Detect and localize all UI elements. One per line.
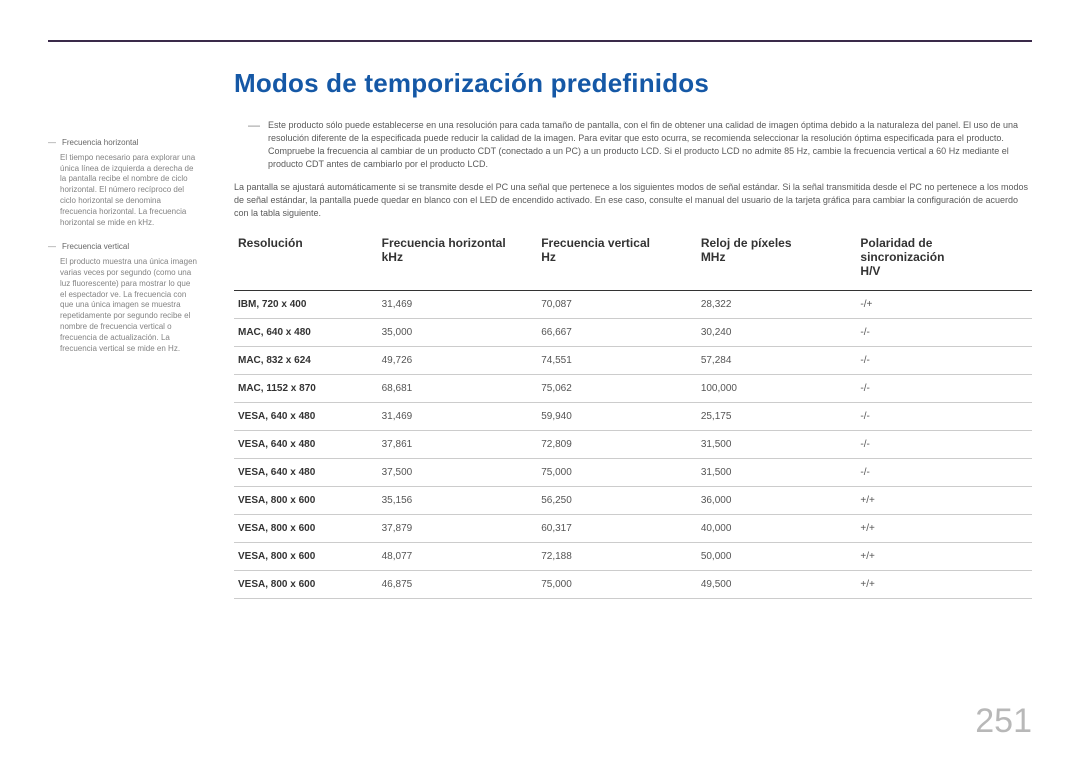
table-cell: VESA, 800 x 600 <box>234 543 378 571</box>
table-cell: 100,000 <box>697 375 857 403</box>
table-cell: 48,077 <box>378 543 538 571</box>
table-cell: 40,000 <box>697 515 857 543</box>
table-cell: 72,809 <box>537 431 697 459</box>
table-cell: -/- <box>856 319 1032 347</box>
table-cell: MAC, 1152 x 870 <box>234 375 378 403</box>
table-cell: VESA, 800 x 600 <box>234 571 378 599</box>
sidebar-item: ― Frecuencia horizontal El tiempo necesar… <box>48 138 198 228</box>
table-cell: 49,500 <box>697 571 857 599</box>
table-cell: +/+ <box>856 487 1032 515</box>
intro-text: La pantalla se ajustará automáticamente … <box>234 181 1032 220</box>
sidebar-term: Frecuencia vertical <box>62 242 129 253</box>
table-cell: -/- <box>856 403 1032 431</box>
col-polarity: Polaridad desincronizaciónH/V <box>856 230 1032 291</box>
table-cell: +/+ <box>856 515 1032 543</box>
table-cell: -/- <box>856 375 1032 403</box>
table-cell: IBM, 720 x 400 <box>234 291 378 319</box>
table-cell: MAC, 640 x 480 <box>234 319 378 347</box>
page-container: ― Frecuencia horizontal El tiempo necesar… <box>48 68 1032 599</box>
table-cell: 37,500 <box>378 459 538 487</box>
table-cell: 37,861 <box>378 431 538 459</box>
table-cell: MAC, 832 x 624 <box>234 347 378 375</box>
table-cell: -/- <box>856 459 1032 487</box>
table-cell: VESA, 640 x 480 <box>234 431 378 459</box>
table-cell: 59,940 <box>537 403 697 431</box>
table-cell: 50,000 <box>697 543 857 571</box>
page-number: 251 <box>975 702 1032 741</box>
table-cell: 72,188 <box>537 543 697 571</box>
table-row: MAC, 832 x 62449,72674,55157,284-/- <box>234 347 1032 375</box>
table-cell: 37,879 <box>378 515 538 543</box>
table-cell: 60,317 <box>537 515 697 543</box>
table-row: IBM, 720 x 40031,46970,08728,322-/+ <box>234 291 1032 319</box>
sidebar-body: El producto muestra una única imagen var… <box>60 257 198 354</box>
table-row: VESA, 800 x 60035,15656,25036,000+/+ <box>234 487 1032 515</box>
table-row: MAC, 640 x 48035,00066,66730,240-/- <box>234 319 1032 347</box>
table-row: VESA, 800 x 60048,07772,18850,000+/+ <box>234 543 1032 571</box>
table-cell: VESA, 640 x 480 <box>234 403 378 431</box>
sidebar-body: El tiempo necesario para explorar una ún… <box>60 153 198 229</box>
table-cell: 31,500 <box>697 431 857 459</box>
table-cell: 74,551 <box>537 347 697 375</box>
header-rule <box>48 40 1032 42</box>
table-row: VESA, 640 x 48037,50075,00031,500-/- <box>234 459 1032 487</box>
intro-text: Este producto sólo puede establecerse en… <box>268 119 1032 145</box>
col-freq-v: Frecuencia verticalHz <box>537 230 697 291</box>
table-row: VESA, 640 x 48037,86172,80931,500-/- <box>234 431 1032 459</box>
col-pixel-clock: Reloj de píxelesMHz <box>697 230 857 291</box>
table-cell: 31,469 <box>378 403 538 431</box>
table-row: MAC, 1152 x 87068,68175,062100,000-/- <box>234 375 1032 403</box>
table-cell: VESA, 800 x 600 <box>234 515 378 543</box>
table-header-row: Resolución Frecuencia horizontalkHz Frec… <box>234 230 1032 291</box>
col-resolucion: Resolución <box>234 230 378 291</box>
table-cell: 75,000 <box>537 571 697 599</box>
sidebar-item: ― Frecuencia vertical El producto muestra… <box>48 242 198 354</box>
dash-icon: ― <box>48 138 56 149</box>
table-cell: 35,156 <box>378 487 538 515</box>
dash-icon: ― <box>48 242 56 253</box>
table-row: VESA, 800 x 60037,87960,31740,000+/+ <box>234 515 1032 543</box>
table-cell: +/+ <box>856 543 1032 571</box>
table-cell: 30,240 <box>697 319 857 347</box>
intro-text: Compruebe la frecuencia al cambiar de un… <box>268 145 1032 171</box>
dash-icon: ― <box>248 119 260 171</box>
table-cell: 25,175 <box>697 403 857 431</box>
table-cell: 70,087 <box>537 291 697 319</box>
table-cell: 31,469 <box>378 291 538 319</box>
table-cell: VESA, 800 x 600 <box>234 487 378 515</box>
table-cell: +/+ <box>856 571 1032 599</box>
table-cell: 35,000 <box>378 319 538 347</box>
table-cell: 68,681 <box>378 375 538 403</box>
main-content: Modos de temporización predefinidos ― Es… <box>234 68 1032 599</box>
table-cell: -/+ <box>856 291 1032 319</box>
table-cell: 31,500 <box>697 459 857 487</box>
table-cell: 46,875 <box>378 571 538 599</box>
table-row: VESA, 800 x 60046,87575,00049,500+/+ <box>234 571 1032 599</box>
table-cell: 57,284 <box>697 347 857 375</box>
col-freq-h: Frecuencia horizontalkHz <box>378 230 538 291</box>
table-row: VESA, 640 x 48031,46959,94025,175-/- <box>234 403 1032 431</box>
intro-block: ― Este producto sólo puede establecerse … <box>234 119 1032 171</box>
table-cell: 66,667 <box>537 319 697 347</box>
page-title: Modos de temporización predefinidos <box>234 68 1032 99</box>
table-cell: VESA, 640 x 480 <box>234 459 378 487</box>
sidebar-term: Frecuencia horizontal <box>62 138 138 149</box>
table-cell: -/- <box>856 347 1032 375</box>
table-cell: 36,000 <box>697 487 857 515</box>
table-cell: 28,322 <box>697 291 857 319</box>
table-cell: 49,726 <box>378 347 538 375</box>
table-cell: 75,062 <box>537 375 697 403</box>
table-cell: 75,000 <box>537 459 697 487</box>
sidebar: ― Frecuencia horizontal El tiempo necesar… <box>48 138 198 599</box>
timing-table: Resolución Frecuencia horizontalkHz Frec… <box>234 230 1032 599</box>
table-cell: 56,250 <box>537 487 697 515</box>
table-cell: -/- <box>856 431 1032 459</box>
